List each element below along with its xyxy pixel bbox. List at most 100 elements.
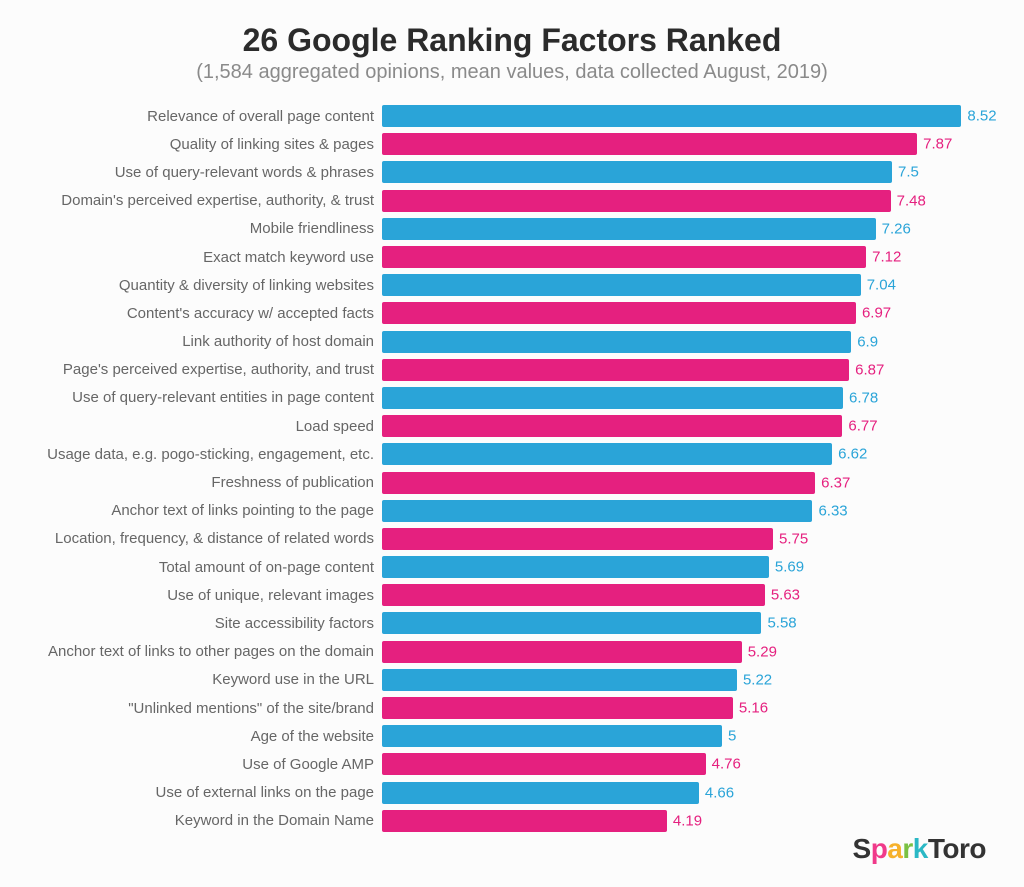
bar-label: Use of query-relevant entities in page c… [30,389,382,406]
bar-row: Link authority of host domain 6.9 [30,328,994,356]
bar-value: 4.19 [673,812,702,829]
bar-value: 6.97 [862,305,891,322]
bar-row: Quality of linking sites & pages 7.87 [30,130,994,158]
bar-area: 7.12 [382,246,994,268]
bar-label: Load speed [30,418,382,435]
bar-area: 5.29 [382,641,994,663]
bar-value: 5.69 [775,559,804,576]
bar-label: Keyword use in the URL [30,671,382,688]
bar [382,359,849,381]
bar [382,669,737,691]
bar [382,528,773,550]
bar-row: Content's accuracy w/ accepted facts6.97 [30,299,994,327]
bar [382,161,892,183]
bar-area: 7.48 [382,190,994,212]
bar-label: Link authority of host domain [30,333,382,350]
bar-row: Anchor text of links pointing to the pag… [30,497,994,525]
bar [382,612,761,634]
bar [382,472,815,494]
bar [382,190,891,212]
bar-row: Use of external links on the page4.66 [30,779,994,807]
bar-row: Keyword in the Domain Name 4.19 [30,807,994,835]
bar-label: Usage data, e.g. pogo-sticking, engageme… [30,446,382,463]
bar-value: 6.9 [857,333,878,350]
bar-row: Quantity & diversity of linking websites… [30,271,994,299]
bar-row: Domain's perceived expertise, authority,… [30,187,994,215]
bar-area: 5.63 [382,584,994,606]
bar-label: Page's perceived expertise, authority, a… [30,361,382,378]
bar-area: 6.97 [382,302,994,324]
bar-label: "Unlinked mentions" of the site/brand [30,700,382,717]
bar-area: 6.77 [382,415,994,437]
bar-area: 5.58 [382,612,994,634]
bar-row: Usage data, e.g. pogo-sticking, engageme… [30,440,994,468]
bar-label: Use of Google AMP [30,756,382,773]
bar-label: Exact match keyword use [30,249,382,266]
bar-area: 5 [382,725,994,747]
bar-value: 6.37 [821,474,850,491]
bar-value: 7.87 [923,136,952,153]
bar-label: Anchor text of links to other pages on t… [30,643,382,660]
bar-value: 7.12 [872,249,901,266]
bar [382,218,876,240]
bar-value: 5.58 [767,615,796,632]
sparktoro-logo: SparkToro [853,833,987,865]
bar-area: 5.75 [382,528,994,550]
bar-area: 4.66 [382,782,994,804]
bar [382,133,917,155]
bar-row: "Unlinked mentions" of the site/brand 5.1… [30,694,994,722]
bar [382,302,856,324]
bar-label: Domain's perceived expertise, authority,… [30,192,382,209]
bar-label: Use of unique, relevant images [30,587,382,604]
bar [382,246,866,268]
bar-row: Use of query-relevant entities in page c… [30,384,994,412]
bar-label: Quantity & diversity of linking websites [30,277,382,294]
bar-row: Relevance of overall page content 8.52 [30,102,994,130]
bar [382,556,769,578]
bar-value: 5 [728,728,736,745]
bar-area: 6.62 [382,443,994,465]
bar-label: Freshness of publication [30,474,382,491]
bar-area: 7.87 [382,133,994,155]
bar [382,782,699,804]
bar-label: Total amount of on-page content [30,559,382,576]
bar-area: 8.52 [382,105,994,127]
bar-value: 7.5 [898,164,919,181]
bar-row: Site accessibility factors5.58 [30,609,994,637]
bar-area: 5.69 [382,556,994,578]
bar-value: 8.52 [967,108,996,125]
bar-value: 4.66 [705,784,734,801]
bar [382,641,742,663]
bar-value: 6.78 [849,389,878,406]
bar-label: Relevance of overall page content [30,108,382,125]
bar [382,105,961,127]
bar-value: 5.63 [771,587,800,604]
bar [382,753,706,775]
bar [382,584,765,606]
bar-row: Exact match keyword use 7.12 [30,243,994,271]
bar-value: 5.22 [743,671,772,688]
bar [382,810,667,832]
bar-label: Quality of linking sites & pages [30,136,382,153]
bar [382,415,842,437]
bar-row: Mobile friendliness7.26 [30,215,994,243]
bar [382,725,722,747]
bar-chart: Relevance of overall page content 8.52 Qua… [30,102,994,835]
bar-value: 5.16 [739,700,768,717]
bar-label: Mobile friendliness [30,220,382,237]
bar [382,443,832,465]
bar [382,697,733,719]
bar-label: Keyword in the Domain Name [30,812,382,829]
bar [382,500,812,522]
chart-subtitle: (1,584 aggregated opinions, mean values,… [30,61,994,84]
bar-value: 4.76 [712,756,741,773]
bar-row: Location, frequency, & distance of relat… [30,525,994,553]
bar-label: Anchor text of links pointing to the pag… [30,502,382,519]
bar-row: Total amount of on-page content 5.69 [30,553,994,581]
bar-value: 7.04 [867,277,896,294]
bar [382,331,851,353]
bar-value: 5.29 [748,643,777,660]
bar-row: Age of the website5 [30,722,994,750]
bar-row: Freshness of publication 6.37 [30,468,994,496]
bar-area: 6.87 [382,359,994,381]
